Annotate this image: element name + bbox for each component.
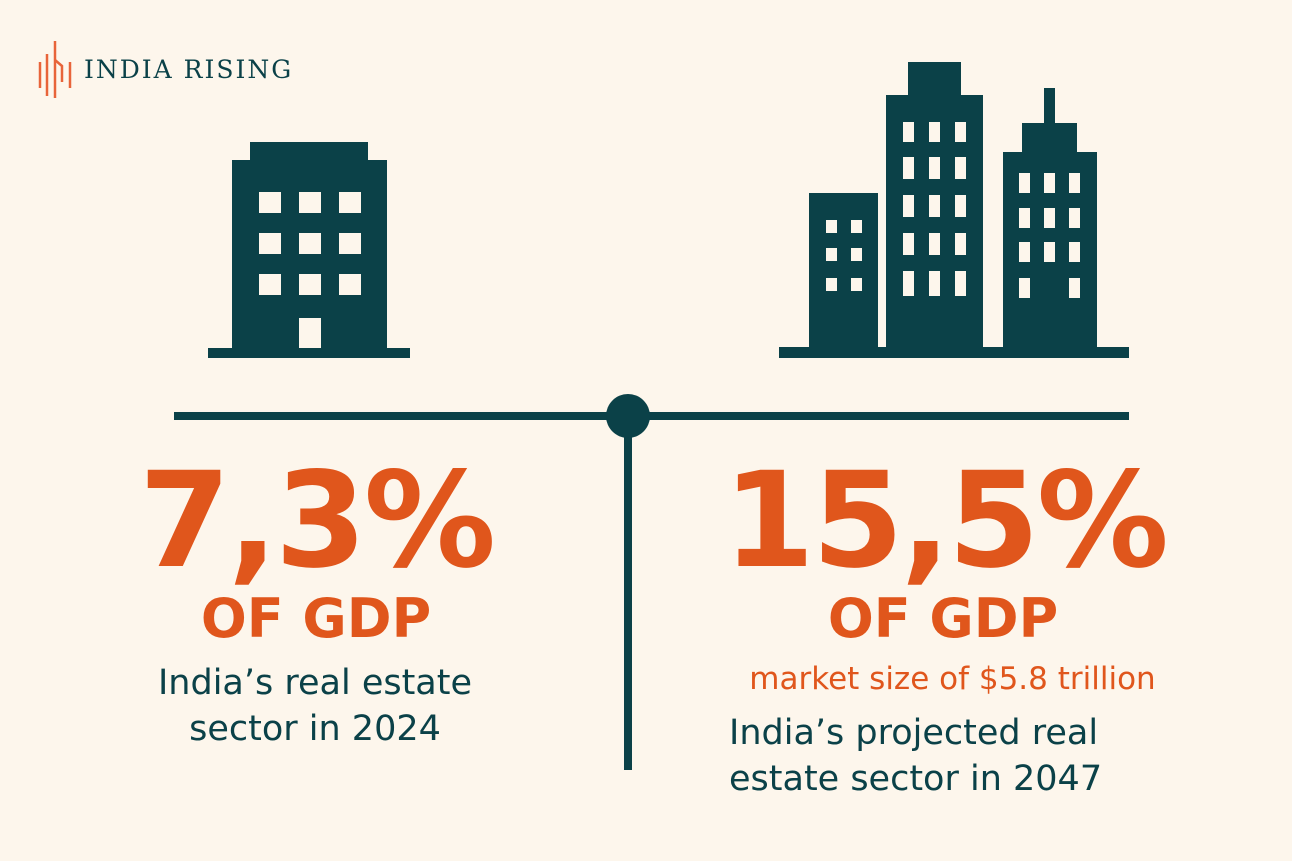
right-description-line2: estate sector in 2047 <box>729 759 1103 799</box>
logo-icon <box>38 41 72 98</box>
timeline <box>174 394 1129 770</box>
timeline-node <box>606 394 650 438</box>
timeline-horizontal-line <box>174 412 1129 420</box>
timeline-vertical-divider <box>624 416 632 770</box>
right-unit: OF GDP <box>827 587 1059 650</box>
left-unit: OF GDP <box>200 587 432 650</box>
right-description: India’s projected real estate sector in … <box>729 710 1189 802</box>
logo-text: INDIA RISING <box>84 55 294 84</box>
left-value: 7,3% <box>138 444 496 598</box>
right-description-line1: India’s projected real <box>729 713 1099 753</box>
single-building-icon <box>208 142 410 358</box>
left-description: India’s real estate sector in 2024 <box>110 660 520 752</box>
right-subtext: market size of $5.8 trillion <box>749 661 1156 697</box>
skyline-buildings-icon <box>779 62 1129 358</box>
left-description-line2: sector in 2024 <box>189 709 441 749</box>
right-value: 15,5% <box>723 444 1169 598</box>
left-description-line1: India’s real estate <box>157 663 473 703</box>
